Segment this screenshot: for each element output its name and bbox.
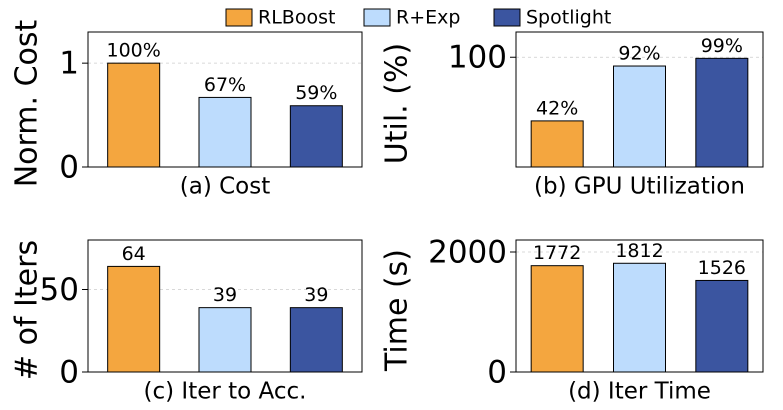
bar <box>530 265 584 373</box>
value-label: 59% <box>295 82 337 104</box>
y-tick-label: 0 <box>59 150 79 186</box>
legend-label: R+Exp <box>396 7 460 29</box>
x-axis-title: (c) Iter to Acc. <box>144 379 307 405</box>
value-label: 1812 <box>615 240 663 262</box>
y-tick-label: 100 <box>448 40 507 76</box>
x-axis-title: (d) Iter Time <box>568 379 711 405</box>
value-label: 39 <box>213 284 237 306</box>
bar <box>613 65 666 168</box>
legend-label: Spotlight <box>526 7 611 29</box>
bar <box>289 307 343 373</box>
plot-frame <box>87 239 363 373</box>
bar <box>198 307 252 373</box>
y-axis-title: Util. (%) <box>380 43 415 164</box>
bar <box>289 105 343 168</box>
y-tick-label: 0 <box>487 355 507 391</box>
value-label: 100% <box>107 40 161 62</box>
y-tick-label: 50 <box>40 272 79 308</box>
bar <box>613 262 666 373</box>
plot-frame <box>87 31 363 168</box>
x-axis-title: (b) GPU Utilization <box>534 174 745 200</box>
bar <box>695 279 749 373</box>
value-label: 99% <box>701 35 743 57</box>
bar <box>530 120 584 168</box>
y-axis-title: # of Iters <box>10 240 45 380</box>
y-tick-label: 1 <box>59 46 79 82</box>
bar <box>198 96 252 168</box>
value-label: 1772 <box>533 242 581 264</box>
value-label: 42% <box>536 97 578 119</box>
value-label: 92% <box>618 43 660 65</box>
x-axis-title: (a) Cost <box>180 174 270 200</box>
bar <box>107 265 161 373</box>
y-tick-label: 0 <box>59 355 79 391</box>
value-label: 64 <box>122 243 146 265</box>
value-label: 1526 <box>698 257 746 279</box>
bar <box>107 62 161 168</box>
value-label: 39 <box>304 284 328 306</box>
plot-frame <box>515 239 764 373</box>
legend-swatch <box>363 8 391 27</box>
value-label: 67% <box>204 74 246 96</box>
y-tick-label: 2000 <box>428 235 507 271</box>
bar <box>695 57 749 168</box>
legend-label: RLBoost <box>258 7 335 29</box>
y-axis-title: Time (s) <box>380 249 415 372</box>
legend-swatch <box>225 8 253 27</box>
y-axis-title: Norm. Cost <box>10 19 45 187</box>
plot-frame <box>515 31 764 168</box>
legend-swatch <box>493 8 521 27</box>
